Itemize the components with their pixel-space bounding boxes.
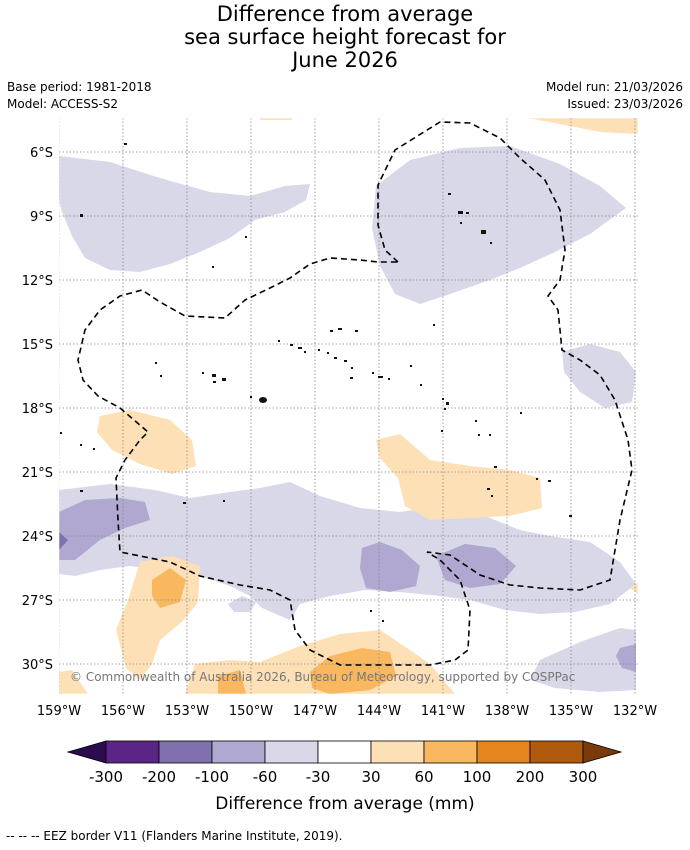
colorbar-tick-5: 30 — [361, 768, 380, 786]
eez-legend-footer: -- -- -- EEZ border V11 (Flanders Marine… — [6, 829, 343, 843]
lat-label-21s: 21°S — [22, 466, 53, 481]
colorbar-bin-7 — [476, 740, 531, 764]
longitude-labels: 159°W 156°W 153°W 150°W 147°W 144°W 141°… — [37, 704, 657, 719]
colorbar-bin-6 — [423, 740, 478, 764]
colorbar-bin-0 — [105, 740, 160, 764]
colorbar-bin-4 — [317, 740, 372, 764]
title-line-3: June 2026 — [292, 48, 398, 72]
colorbar-label: Difference from average (mm) — [215, 794, 474, 814]
colorbar-ticks: -300 -200 -100 -60 -30 30 60 100 200 300 — [89, 768, 597, 786]
anomaly-region-pos-sw-corner — [59, 670, 88, 694]
lat-label-12s: 12°S — [22, 274, 53, 289]
lat-label-27s: 27°S — [22, 594, 53, 609]
map-area: © Commonwealth of Australia 2026, Bureau… — [59, 118, 638, 694]
colorbar-tick-3: -60 — [253, 768, 278, 786]
lat-label-6s: 6°S — [30, 146, 53, 161]
anomaly-region-pos-mid-s2 — [218, 670, 246, 694]
islands — [60, 143, 572, 622]
anomaly-region-pos-e — [376, 434, 542, 520]
lon-label-150w: 150°W — [229, 704, 273, 719]
graticule — [59, 118, 638, 694]
lon-label-138w: 138°W — [485, 704, 529, 719]
lon-label-147w: 147°W — [293, 704, 337, 719]
anomaly-region-neg-far-se — [616, 644, 636, 672]
copyright-notice: © Commonwealth of Australia 2026, Bureau… — [70, 670, 575, 684]
map-frame — [58, 117, 639, 695]
anomaly-region-neg-band — [59, 482, 636, 620]
colorbar-above-arrow — [582, 740, 623, 764]
colorbar-tick-2: -100 — [195, 768, 229, 786]
colorbar-tick-8: 200 — [516, 768, 545, 786]
lat-label-24s: 24°S — [22, 530, 53, 545]
lon-label-141w: 141°W — [421, 704, 465, 719]
anomaly-region-pos-top-a — [260, 118, 292, 120]
colorbar-bin-2 — [211, 740, 266, 764]
colorbar-bin-8 — [529, 740, 584, 764]
anomaly-region-pos-mid-s — [310, 648, 396, 694]
issued-date: Issued: 23/03/2026 — [567, 97, 683, 111]
anomaly-region-pos-top-b — [528, 118, 638, 134]
colorbar-tick-6: 60 — [414, 768, 433, 786]
lon-label-135w: 135°W — [549, 704, 593, 719]
colorbar-bin-5 — [370, 740, 425, 764]
lon-label-153w: 153°W — [165, 704, 209, 719]
lon-label-156w: 156°W — [101, 704, 145, 719]
anomaly-region-neg-mid-west — [59, 498, 150, 560]
colorbar-below-arrow — [66, 740, 107, 764]
anomaly-region-neg-core-west — [59, 532, 68, 550]
latitude-labels: 6°S 9°S 12°S 15°S 18°S 21°S 24°S 27°S 30… — [22, 146, 53, 673]
colorbar-tick-7: 100 — [463, 768, 492, 786]
meta-left: Base period: 1981-2018 Model: ACCESS-S2 — [7, 79, 152, 113]
colorbar-tick-1: -200 — [142, 768, 176, 786]
lat-label-30s: 30°S — [22, 658, 53, 673]
meta-right: Model run: 21/03/2026 Issued: 23/03/2026 — [546, 79, 683, 113]
anomaly-region-pos-w — [97, 410, 196, 474]
anomaly-region-pos-mid-sw — [152, 568, 186, 608]
anomaly-region-neg-mid-center — [360, 542, 420, 592]
anomaly-region-neg-nw — [59, 156, 310, 272]
anomaly-region-neg-se — [530, 628, 636, 692]
title-line-1: Difference from average — [216, 2, 474, 26]
anomaly-region-neg-ne — [372, 146, 626, 304]
colorbar-tick-0: -300 — [89, 768, 123, 786]
colorbar-tick-9: 300 — [569, 768, 598, 786]
title-line-2: sea surface height forecast for — [184, 25, 506, 49]
lon-label-159w: 159°W — [37, 704, 81, 719]
colorbar-tick-4: -30 — [306, 768, 331, 786]
lon-label-132w: 132°W — [613, 704, 657, 719]
model-run: Model run: 21/03/2026 — [545, 80, 683, 94]
lon-label-144w: 144°W — [357, 704, 401, 719]
base-period: Base period: 1981-2018 — [7, 80, 152, 94]
colorbar: -300 -200 -100 -60 -30 30 60 100 200 300… — [66, 740, 623, 814]
anomaly-region-pos-e-edge — [630, 582, 638, 594]
lat-label-18s: 18°S — [22, 402, 53, 417]
eez-border — [77, 121, 633, 666]
colorbar-bin-1 — [158, 740, 213, 764]
lat-label-15s: 15°S — [22, 338, 53, 353]
lat-label-9s: 9°S — [30, 210, 53, 225]
colorbar-bin-3 — [264, 740, 319, 764]
model-name: Model: ACCESS-S2 — [7, 97, 119, 111]
positive-anomaly-regions — [59, 118, 638, 694]
